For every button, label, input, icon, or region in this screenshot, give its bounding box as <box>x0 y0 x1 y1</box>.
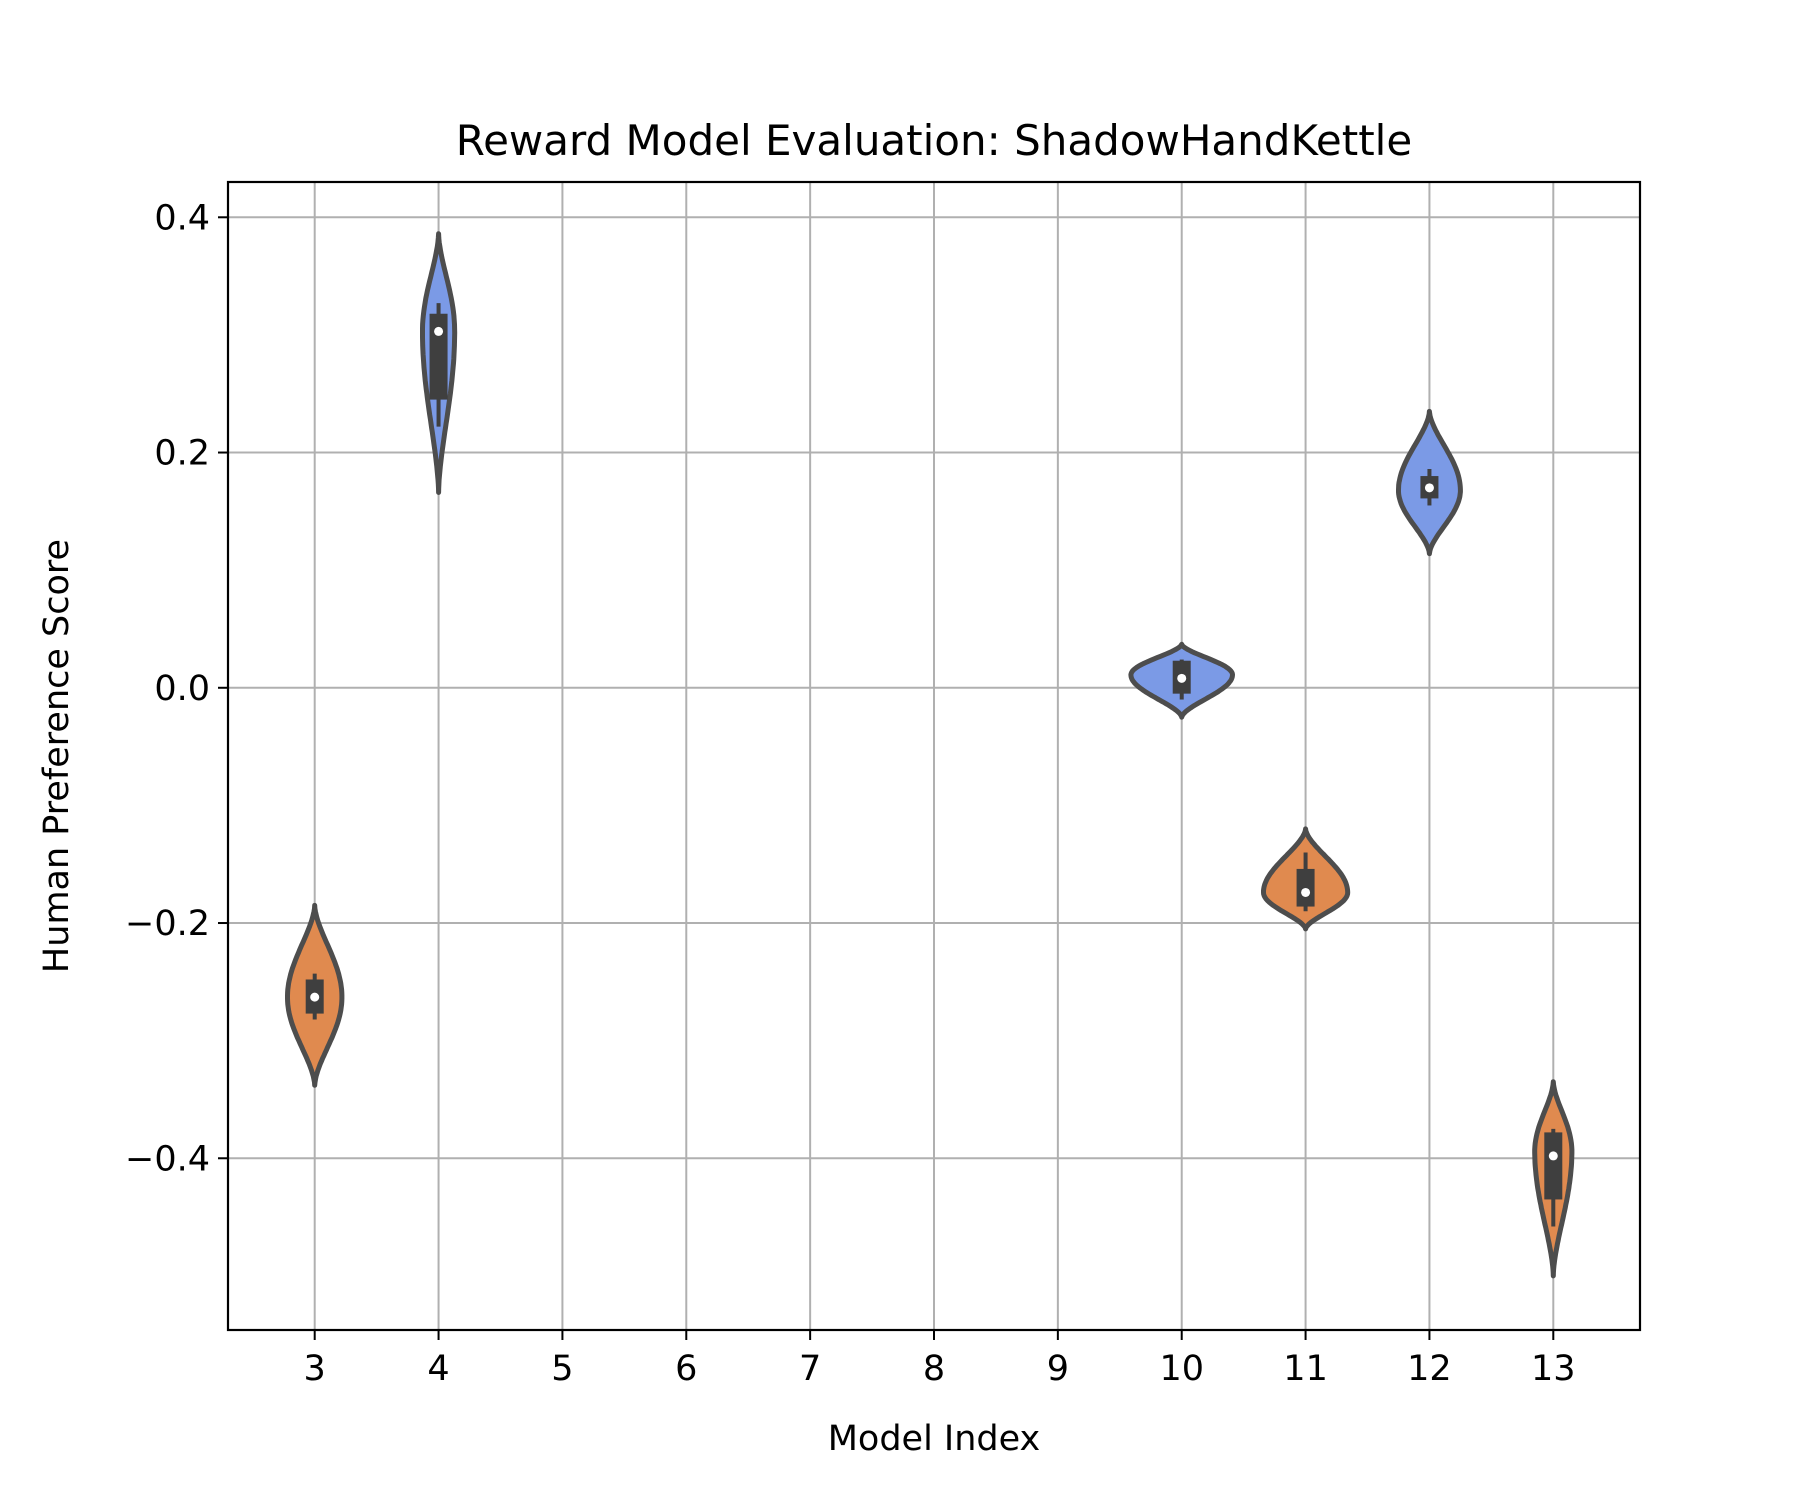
violin-model-12 <box>1396 408 1463 557</box>
violin-median-dot <box>1548 1151 1558 1161</box>
x-tick-label: 4 <box>427 1349 449 1389</box>
x-tick-label: 10 <box>1159 1349 1204 1389</box>
chart-title: Reward Model Evaluation: ShadowHandKettl… <box>456 116 1412 165</box>
y-tick-label: 0.2 <box>154 434 210 474</box>
ticks: 3 4 5 6 7 8 9 10 11 12 13 0.4 0.2 0.0 −0.2 −0.4 <box>125 198 1576 1389</box>
violin-median-dot <box>1424 483 1434 493</box>
violin-model-10 <box>1128 641 1235 720</box>
y-tick-label: −0.2 <box>125 904 210 944</box>
x-tick-label: 13 <box>1531 1349 1576 1389</box>
violin-median-dot <box>1301 887 1311 897</box>
y-tick-label: −0.4 <box>125 1139 210 1179</box>
violin-median-dot <box>310 992 320 1002</box>
x-tick-label: 9 <box>1047 1349 1069 1389</box>
grid <box>228 182 1640 1330</box>
violin-model-11 <box>1261 826 1351 932</box>
x-tick-label: 8 <box>923 1349 945 1389</box>
y-tick-label: 0.0 <box>154 669 210 709</box>
violin-model-4 <box>420 231 458 495</box>
violin-model-3 <box>285 902 345 1088</box>
x-tick-label: 11 <box>1283 1349 1328 1389</box>
violin-median-dot <box>434 326 444 336</box>
violin-median-dot <box>1177 673 1187 683</box>
violins <box>285 231 1575 1279</box>
violin-iqr-box <box>429 313 448 400</box>
x-tick-label: 3 <box>304 1349 326 1389</box>
x-axis-title: Model Index <box>828 1419 1041 1459</box>
x-tick-label: 6 <box>675 1349 697 1389</box>
violin-iqr-box <box>1544 1132 1563 1200</box>
y-tick-label: 0.4 <box>154 198 210 238</box>
x-tick-label: 12 <box>1407 1349 1452 1389</box>
violin-iqr-box <box>1296 868 1315 907</box>
x-tick-label: 5 <box>551 1349 573 1389</box>
violin-model-13 <box>1532 1079 1575 1279</box>
y-axis-title: Human Preference Score <box>37 539 77 973</box>
x-tick-label: 7 <box>799 1349 821 1389</box>
